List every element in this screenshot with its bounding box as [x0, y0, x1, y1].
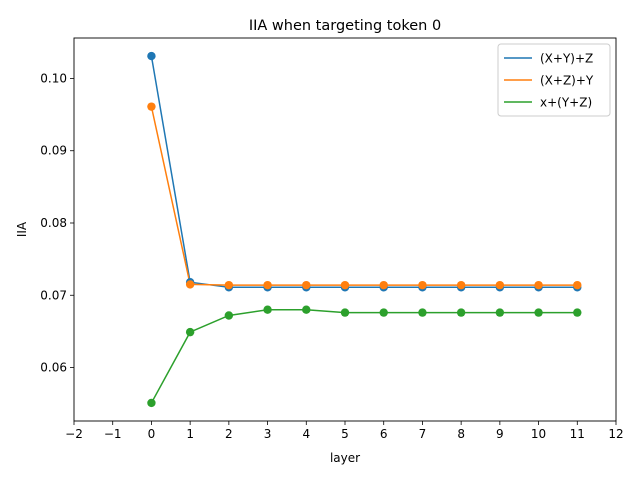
data-point	[185, 280, 195, 289]
data-point	[379, 308, 388, 317]
x-tick-label: 0	[148, 427, 156, 441]
chart-title: IIA when targeting token 0	[249, 18, 441, 34]
legend-label: x+(Y+Z)	[540, 96, 592, 110]
x-tick-label: 4	[302, 427, 310, 441]
data-point	[263, 280, 272, 290]
y-tick-label: 0.09	[40, 144, 67, 158]
data-point	[147, 51, 156, 61]
x-tick-label: −1	[104, 427, 122, 441]
data-point	[302, 305, 311, 314]
x-tick-label: 11	[570, 427, 585, 441]
legend-label: (X+Y)+Z	[540, 52, 593, 66]
data-point	[495, 280, 505, 290]
data-point	[224, 311, 234, 320]
legend-label: (X+Z)+Y	[540, 74, 594, 88]
data-point	[340, 308, 350, 317]
series-1	[150, 55, 578, 289]
y-tick-label: 0.08	[40, 216, 67, 230]
data-point	[340, 280, 350, 290]
data-point	[224, 280, 234, 290]
data-point	[185, 327, 195, 337]
plot-area	[147, 51, 582, 408]
data-point	[302, 280, 311, 290]
series-3-markers	[147, 305, 582, 408]
x-tick-label: 9	[496, 427, 504, 441]
data-point	[263, 305, 272, 314]
x-tick-label: 1	[186, 427, 194, 441]
x-axis-ticks: −2 −1 0 1 2 3 4 5 6 7 8 9 10 11 12	[65, 421, 624, 441]
series-line	[150, 308, 578, 404]
y-axis-label: IIA	[15, 221, 29, 237]
series-line	[150, 55, 578, 289]
x-tick-label: 3	[264, 427, 272, 441]
data-point	[456, 308, 466, 317]
y-tick-label: 0.10	[40, 71, 67, 85]
x-tick-label: 7	[419, 427, 427, 441]
x-tick-label: 5	[341, 427, 349, 441]
data-point	[147, 102, 156, 111]
data-point	[456, 280, 466, 290]
legend-box	[497, 43, 611, 117]
data-point	[418, 308, 427, 317]
data-point	[379, 280, 388, 290]
y-axis-ticks: 0.06 0.07 0.08 0.09 0.10	[40, 71, 74, 375]
data-point	[534, 280, 543, 290]
x-tick-label: 8	[457, 427, 465, 441]
y-tick-label: 0.07	[40, 288, 67, 302]
x-tick-label: −2	[65, 427, 83, 441]
y-tick-label: 0.06	[40, 361, 67, 375]
data-point	[573, 280, 582, 290]
x-axis-label: layer	[330, 451, 360, 465]
data-point	[495, 308, 505, 317]
legend: (X+Y)+Z (X+Z)+Y x+(Y+Z)	[497, 43, 611, 117]
series-3	[150, 308, 578, 404]
data-point	[147, 398, 156, 408]
data-point	[534, 308, 543, 317]
series-2-markers	[147, 102, 582, 290]
data-point	[573, 308, 582, 317]
x-tick-label: 12	[608, 427, 623, 441]
x-tick-label: 10	[531, 427, 546, 441]
series-line	[150, 106, 578, 286]
series-2	[150, 106, 578, 286]
x-tick-label: 2	[225, 427, 233, 441]
data-point	[418, 280, 427, 290]
x-tick-label: 6	[380, 427, 388, 441]
